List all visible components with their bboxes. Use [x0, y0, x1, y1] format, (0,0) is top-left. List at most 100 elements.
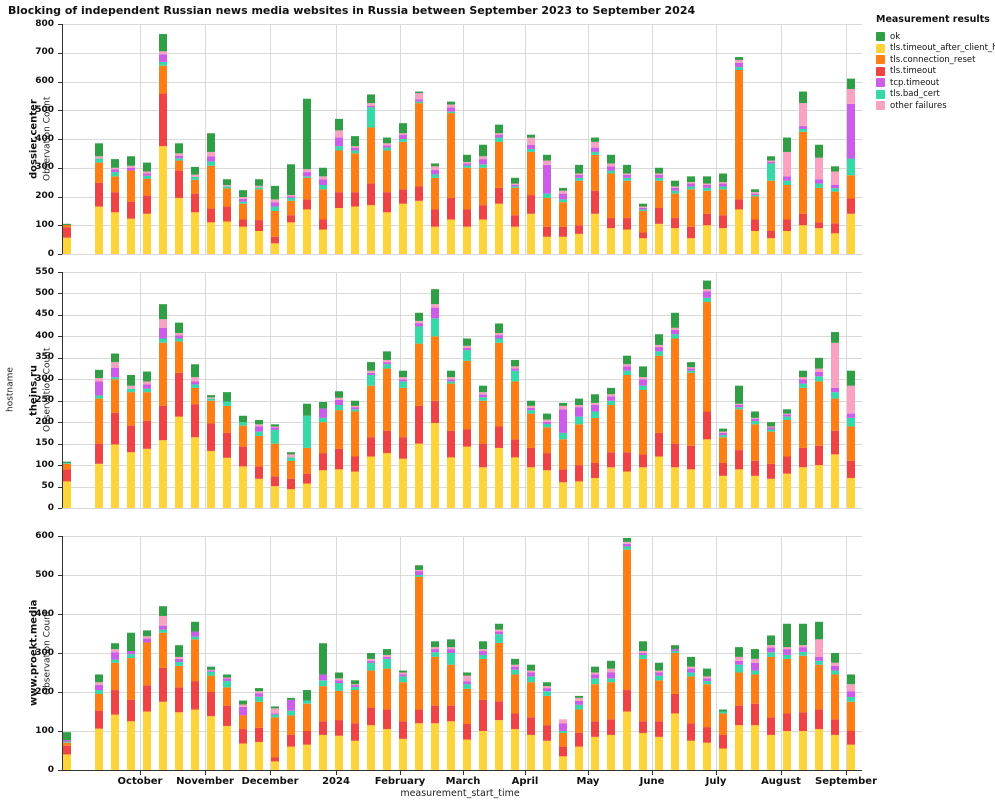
bar-segment-ok[interactable] — [415, 312, 423, 321]
bar-segment-tls-timeout[interactable] — [511, 215, 519, 227]
bar-segment-other-failures[interactable] — [815, 639, 823, 657]
bar-segment-other-failures[interactable] — [751, 417, 759, 419]
bar-segment-tls-timeout-after-client-hello[interactable] — [591, 736, 599, 770]
bar-segment-ok[interactable] — [575, 398, 583, 406]
bar-segment-tls-timeout[interactable] — [239, 219, 247, 227]
bar-segment-tls-bad-cert[interactable] — [527, 410, 535, 414]
bar-segment-tcp-timeout[interactable] — [431, 649, 439, 653]
bar-segment-tls-timeout[interactable] — [399, 721, 407, 739]
bar-segment-tls-bad-cert[interactable] — [399, 139, 407, 142]
bar-segment-tls-timeout-after-client-hello[interactable] — [63, 754, 71, 770]
bar-segment-tls-timeout[interactable] — [303, 731, 311, 745]
bar-segment-ok[interactable] — [367, 362, 375, 371]
bar-segment-tls-bad-cert[interactable] — [303, 415, 311, 448]
bar-segment-other-failures[interactable] — [447, 104, 455, 108]
bar-segment-tls-timeout[interactable] — [399, 189, 407, 204]
bar-segment-other-failures[interactable] — [511, 183, 519, 185]
bar-segment-tls-timeout[interactable] — [223, 705, 231, 726]
bar-segment-tls-timeout-after-client-hello[interactable] — [175, 416, 183, 508]
bar-segment-ok[interactable] — [175, 143, 183, 154]
bar-segment-tls-timeout-after-client-hello[interactable] — [735, 725, 743, 770]
bar-segment-ok[interactable] — [735, 385, 743, 404]
bar-segment-tls-bad-cert[interactable] — [143, 175, 151, 179]
bar-segment-ok[interactable] — [175, 645, 183, 657]
bar-segment-tls-bad-cert[interactable] — [431, 652, 439, 657]
bar-segment-ok[interactable] — [767, 156, 775, 161]
bar-segment-tls-bad-cert[interactable] — [367, 662, 375, 671]
bar-segment-ok[interactable] — [607, 387, 615, 395]
bar-segment-tls-bad-cert[interactable] — [735, 67, 743, 70]
bar-segment-tls-timeout-after-client-hello[interactable] — [719, 228, 727, 254]
bar-segment-tls-connection-reset[interactable] — [303, 447, 311, 474]
bar-segment-tls-connection-reset[interactable] — [751, 196, 759, 220]
bar-segment-tcp-timeout[interactable] — [703, 185, 711, 188]
bar-segment-tls-connection-reset[interactable] — [687, 189, 695, 227]
bar-segment-tls-timeout[interactable] — [735, 199, 743, 210]
bar-segment-tls-connection-reset[interactable] — [575, 424, 583, 466]
bar-segment-tls-timeout-after-client-hello[interactable] — [687, 469, 695, 508]
bar-segment-ok[interactable] — [511, 359, 519, 367]
bar-segment-ok[interactable] — [127, 374, 135, 386]
bar-segment-tls-connection-reset[interactable] — [399, 387, 407, 438]
bar-segment-other-failures[interactable] — [335, 678, 343, 681]
bar-segment-other-failures[interactable] — [559, 719, 567, 724]
bar-segment-tls-timeout-after-client-hello[interactable] — [111, 714, 119, 770]
bar-segment-tls-bad-cert[interactable] — [95, 158, 103, 163]
bar-segment-tcp-timeout[interactable] — [399, 134, 407, 139]
bar-segment-other-failures[interactable] — [591, 141, 599, 148]
bar-segment-other-failures[interactable] — [495, 332, 503, 336]
bar-segment-ok[interactable] — [831, 653, 839, 663]
bar-segment-ok[interactable] — [831, 332, 839, 343]
bar-segment-other-failures[interactable] — [271, 199, 279, 203]
bar-segment-ok[interactable] — [815, 357, 823, 369]
bar-segment-tcp-timeout[interactable] — [575, 407, 583, 417]
bar-segment-tls-timeout-after-client-hello[interactable] — [351, 740, 359, 770]
bar-segment-tcp-timeout[interactable] — [639, 379, 647, 386]
bar-segment-other-failures[interactable] — [719, 182, 727, 184]
bar-segment-ok[interactable] — [543, 154, 551, 161]
bar-segment-tls-timeout-after-client-hello[interactable] — [431, 723, 439, 770]
bar-segment-tls-bad-cert[interactable] — [431, 174, 439, 178]
bar-segment-other-failures[interactable] — [415, 569, 423, 572]
bar-segment-tls-connection-reset[interactable] — [399, 141, 407, 190]
bar-segment-tls-timeout[interactable] — [463, 429, 471, 447]
bar-segment-tcp-timeout[interactable] — [319, 674, 327, 681]
bar-segment-tls-timeout-after-client-hello[interactable] — [847, 744, 855, 770]
bar-segment-tls-timeout[interactable] — [751, 703, 759, 726]
bar-segment-tls-bad-cert[interactable] — [95, 690, 103, 694]
bar-segment-other-failures[interactable] — [783, 647, 791, 650]
bar-segment-tls-timeout-after-client-hello[interactable] — [543, 740, 551, 770]
bar-segment-tls-bad-cert[interactable] — [239, 422, 247, 426]
bar-segment-tls-connection-reset[interactable] — [831, 674, 839, 720]
bar-segment-tls-connection-reset[interactable] — [111, 176, 119, 193]
bar-segment-ok[interactable] — [527, 664, 535, 671]
bar-segment-ok[interactable] — [335, 118, 343, 131]
bar-segment-tls-connection-reset[interactable] — [351, 153, 359, 193]
bar-segment-tls-timeout[interactable] — [415, 186, 423, 201]
bar-segment-tls-timeout[interactable] — [335, 720, 343, 736]
bar-segment-tls-connection-reset[interactable] — [111, 662, 119, 691]
bar-segment-other-failures[interactable] — [463, 345, 471, 348]
bar-segment-tls-timeout-after-client-hello[interactable] — [703, 742, 711, 770]
bar-segment-tls-bad-cert[interactable] — [479, 397, 487, 401]
bar-segment-other-failures[interactable] — [511, 664, 519, 667]
bar-segment-tls-timeout-after-client-hello[interactable] — [95, 728, 103, 770]
bar-segment-ok[interactable] — [303, 98, 311, 170]
bar-segment-tls-bad-cert[interactable] — [543, 691, 551, 696]
bar-segment-ok[interactable] — [111, 643, 119, 650]
bar-segment-tls-connection-reset[interactable] — [255, 189, 263, 221]
bar-segment-tls-timeout-after-client-hello[interactable] — [463, 446, 471, 508]
bar-segment-tcp-timeout[interactable] — [655, 174, 663, 178]
bar-segment-tls-connection-reset[interactable] — [191, 179, 199, 194]
bar-segment-tls-timeout-after-client-hello[interactable] — [207, 716, 215, 770]
bar-segment-tls-bad-cert[interactable] — [287, 457, 295, 461]
bar-segment-tls-bad-cert[interactable] — [271, 206, 279, 211]
bar-segment-tcp-timeout[interactable] — [735, 660, 743, 665]
bar-segment-other-failures[interactable] — [447, 647, 455, 650]
bar-segment-tls-timeout[interactable] — [495, 426, 503, 448]
bar-segment-tls-connection-reset[interactable] — [831, 191, 839, 224]
bar-segment-tls-bad-cert[interactable] — [447, 111, 455, 114]
bar-segment-ok[interactable] — [623, 164, 631, 174]
bar-segment-ok[interactable] — [255, 420, 263, 425]
bar-segment-tcp-timeout[interactable] — [239, 198, 247, 202]
